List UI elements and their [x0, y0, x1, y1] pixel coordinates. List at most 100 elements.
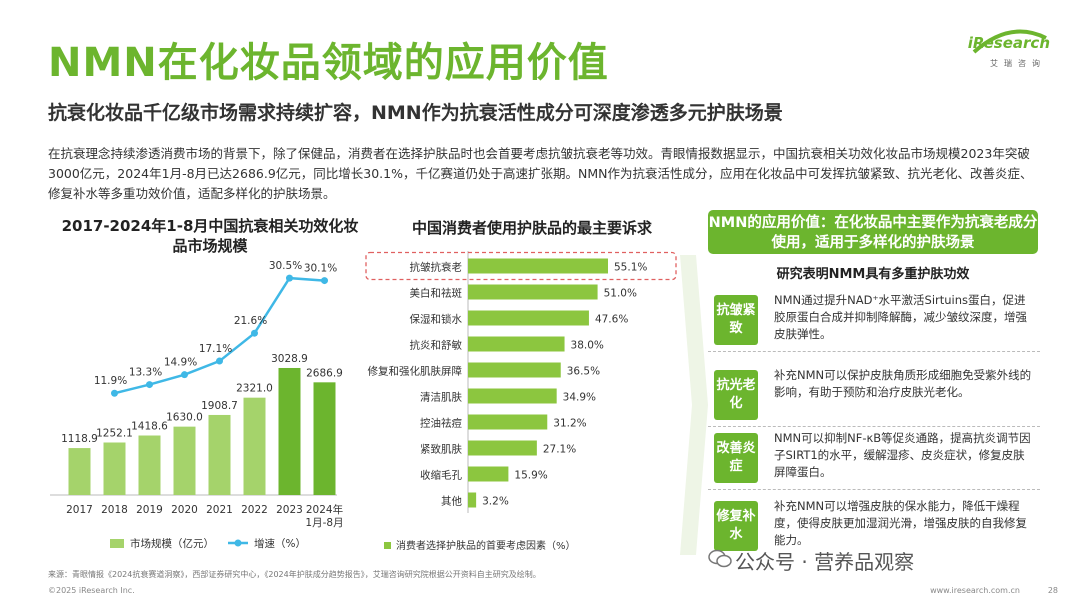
bar-value-label: 55.1% — [614, 262, 647, 274]
nmn-value-heading: NMN的应用价值：在化妆品中主要作为抗衰老成分使用，适用于多样化的护肤场景 — [708, 210, 1038, 254]
bar-value-label: 38.0% — [571, 340, 604, 352]
bar-value-label: 1252.1 — [96, 427, 133, 439]
bar — [138, 435, 161, 495]
page-title: NMN在化妆品领域的应用价值 — [48, 40, 609, 86]
logo-text: iResearch — [967, 34, 1050, 52]
benefit-anti-wrinkle: 抗皱紧致 NMN通过提升NAD⁺水平激活Sirtuins蛋白，促进胶原蛋白合成并… — [708, 292, 1040, 352]
benefit-tag: 改善炎症 — [714, 433, 758, 483]
bar-value-label: 47.6% — [595, 314, 628, 326]
x-tick-label: 1月-8月 — [305, 517, 343, 529]
x-tick-label: 2020 — [171, 504, 198, 516]
legend-label-line: 增速（%） — [254, 537, 306, 550]
x-tick-label: 2017 — [66, 504, 93, 516]
benefit-anti-photoaging: 抗光老化 补充NMN可以保护皮肤角质形成细胞免受紫外线的影响，有助于预防和治疗皮… — [708, 367, 1040, 427]
bar-value-label: 1118.9 — [61, 433, 98, 445]
benefit-anti-inflammation: 改善炎症 NMN可以抑制NF-κB等促炎通路，提高抗炎调节因子SIRT1的水平，… — [708, 430, 1040, 490]
legend-label-bar: 市场规模（亿元） — [130, 537, 214, 550]
bar-value-label: 36.5% — [567, 366, 600, 378]
bar-value-label: 1418.6 — [131, 421, 168, 433]
growth-point — [146, 381, 153, 389]
y-tick-label: 抗皱抗衰老 — [410, 261, 463, 274]
divider — [708, 426, 1040, 427]
bar — [103, 442, 126, 495]
bar-value-label: 27.1% — [543, 444, 576, 456]
page-number: 28 — [1047, 586, 1058, 595]
growth-value-label: 17.1% — [199, 343, 232, 355]
copyright: ©2025 iResearch Inc. — [48, 586, 135, 595]
logo-subtext: 艾瑞咨询 — [990, 59, 1046, 68]
page-subtitle: 抗衰化妆品千亿级市场需求持续扩容，NMN作为抗衰活性成分可深度渗透多元护肤场景 — [48, 102, 783, 124]
y-tick-label: 清洁肌肤 — [420, 391, 462, 404]
bar — [68, 448, 91, 495]
bar — [468, 466, 509, 482]
y-tick-label: 保湿和锁水 — [410, 313, 463, 326]
consumer-demand-chart: 抗皱抗衰老 55.1% 美白和祛斑 51.0% 保湿和锁水 47.6% 抗炎和舒敏 38.0%… — [365, 251, 677, 552]
nmn-value-subheading: 研究表明NMM具有多重护肤功效 — [776, 267, 970, 282]
watermark: 公众号 · 营养品观察 — [735, 550, 915, 574]
bar — [243, 397, 266, 495]
benefit-tag: 修复补水 — [714, 501, 758, 551]
bar — [468, 362, 561, 378]
bar-value-label: 51.0% — [604, 288, 637, 300]
wechat-icon — [708, 549, 732, 568]
y-tick-label: 抗炎和舒敏 — [410, 339, 463, 352]
bar — [208, 414, 231, 495]
highlight-box — [365, 251, 677, 281]
bar-value-label: 34.9% — [563, 392, 596, 404]
growth-point — [286, 274, 293, 282]
bar — [468, 310, 589, 326]
bar — [468, 440, 537, 456]
legend-swatch-bar — [110, 539, 124, 548]
bar-value-label: 1908.7 — [201, 400, 238, 412]
bar — [468, 336, 565, 352]
consumer-demand-chart-title: 中国消费者使用护肤品的最主要诉求 — [411, 219, 652, 237]
bar-value-label: 31.2% — [553, 418, 586, 430]
y-tick-label: 收缩毛孔 — [420, 469, 462, 482]
y-tick-label: 美白和祛斑 — [410, 287, 463, 300]
benefit-repair-hydration: 修复补水 补充NMN可以增强皮肤的保水能力，降低干燥程度，使得皮肤更加湿润光滑，… — [708, 498, 1040, 553]
bar — [278, 367, 301, 495]
bar — [173, 426, 196, 495]
bar — [468, 258, 608, 274]
growth-value-label: 13.3% — [129, 367, 162, 379]
x-tick-label: 2024年 — [306, 503, 343, 516]
bar — [468, 388, 557, 404]
benefit-description: NMN可以抑制NF-κB等促炎通路，提高抗炎调节因子SIRT1的水平，缓解湿疹、… — [774, 431, 1031, 479]
y-tick-label: 控油祛痘 — [420, 417, 462, 430]
intro-paragraph: 在抗衰理念持续渗透消费市场的背景下，除了保健品，消费者在选择护肤品时也会首要考虑… — [48, 146, 1033, 201]
x-tick-label: 2018 — [101, 504, 128, 516]
y-tick-label: 紧致肌肤 — [420, 443, 462, 456]
benefit-description: 补充NMN可以增强皮肤的保水能力，降低干燥程度，使得皮肤更加湿润光滑，增强皮肤的… — [774, 499, 1027, 547]
benefit-tag: 抗皱紧致 — [714, 295, 758, 345]
bar — [468, 492, 477, 508]
iresearch-logo: iResearch 艾瑞咨询 — [940, 28, 1050, 72]
bar — [468, 284, 598, 300]
growth-point — [321, 277, 328, 285]
growth-point — [251, 329, 258, 337]
bar-value-label: 1630.0 — [166, 412, 203, 424]
bar-value-label: 2321.0 — [236, 383, 273, 395]
x-tick-label: 2019 — [136, 504, 163, 516]
bar-value-label: 15.9% — [514, 470, 547, 482]
bar-value-label: 3028.9 — [271, 353, 308, 365]
growth-value-label: 30.1% — [304, 263, 337, 275]
benefit-description: 补充NMN可以保护皮肤角质形成细胞免受紫外线的影响，有助于预防和治疗皮肤光老化。 — [774, 368, 1032, 399]
source-note: 来源：青眼情报《2024抗衰赛道洞察》，西部证券研究中心，《2024年护肤成分趋… — [48, 570, 541, 579]
bar — [313, 382, 336, 495]
legend-label: 消费者选择护肤品的首要考虑因素（%） — [396, 539, 576, 552]
chevron-arrow-icon — [680, 255, 708, 555]
legend-swatch — [384, 542, 391, 549]
divider — [708, 351, 1040, 352]
market-size-chart: 1118.9 2017 1252.1 2018 1418.6 2019 1630.0 2020… — [50, 260, 344, 550]
growth-value-label: 21.6% — [234, 315, 267, 327]
growth-value-label: 30.5% — [269, 260, 302, 272]
x-tick-label: 2022 — [241, 504, 268, 516]
bar — [468, 414, 548, 430]
x-tick-label: 2021 — [206, 504, 233, 516]
bar-value-label: 3.2% — [482, 496, 509, 508]
logo-arc-icon — [972, 29, 1047, 54]
x-tick-label: 2023 — [276, 504, 303, 516]
growth-point — [216, 357, 223, 365]
bar-value-label: 2686.9 — [306, 367, 343, 379]
legend-marker-line — [234, 539, 242, 547]
